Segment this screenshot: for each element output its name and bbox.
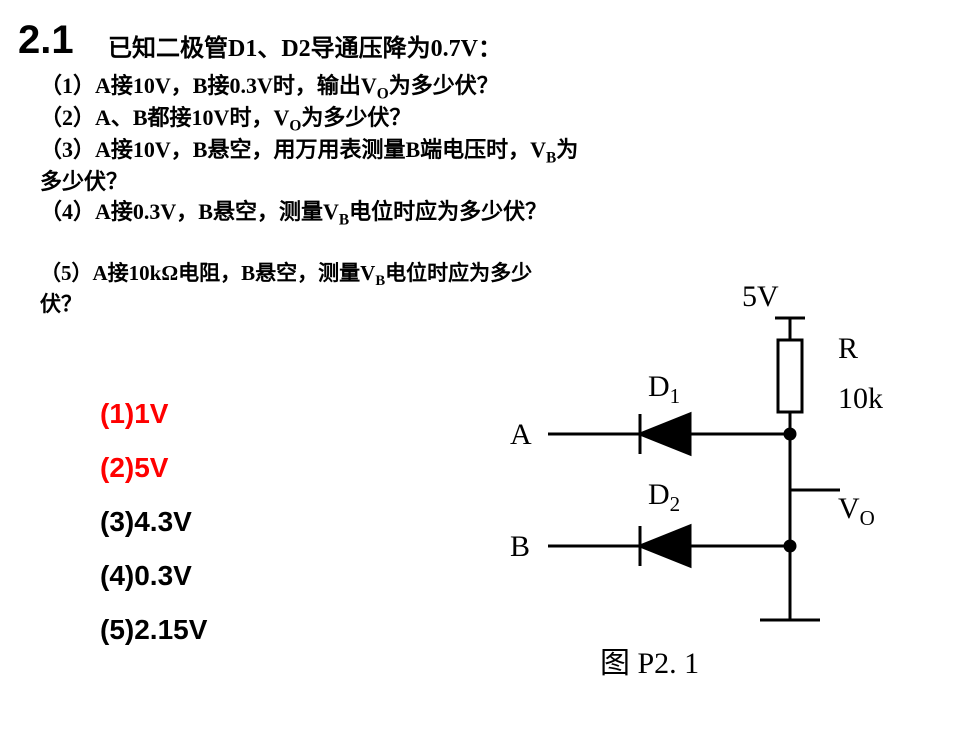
section-number: 2.1	[18, 18, 74, 63]
answer-3: (3)4.3V	[100, 506, 192, 538]
page-root: 2.1 已知二极管D1、D2导通压降为0.7V： （1）A接10V，B接0.3V…	[0, 0, 960, 720]
question-4: （4）A接0.3V，B悬空，测量VB电位时应为多少伏？	[40, 198, 600, 230]
question-1: （1）A接10V，B接0.3V时，输出VO为多少伏？	[40, 72, 499, 104]
answer-4: (4)0.3V	[100, 560, 192, 592]
circuit-diagram	[460, 290, 900, 730]
question-2: （2）A、B都接10V时，VO为多少伏？	[40, 104, 411, 136]
answer-2: (2)5V	[100, 452, 168, 484]
problem-intro: 已知二极管D1、D2导通压降为0.7V：	[108, 28, 502, 63]
answer-1: (1)1V	[100, 398, 168, 430]
question-3: （3）A接10V，B悬空，用万用表测量B端电压时，VB为多少伏？	[40, 136, 600, 197]
answer-5: (5)2.15V	[100, 614, 207, 646]
